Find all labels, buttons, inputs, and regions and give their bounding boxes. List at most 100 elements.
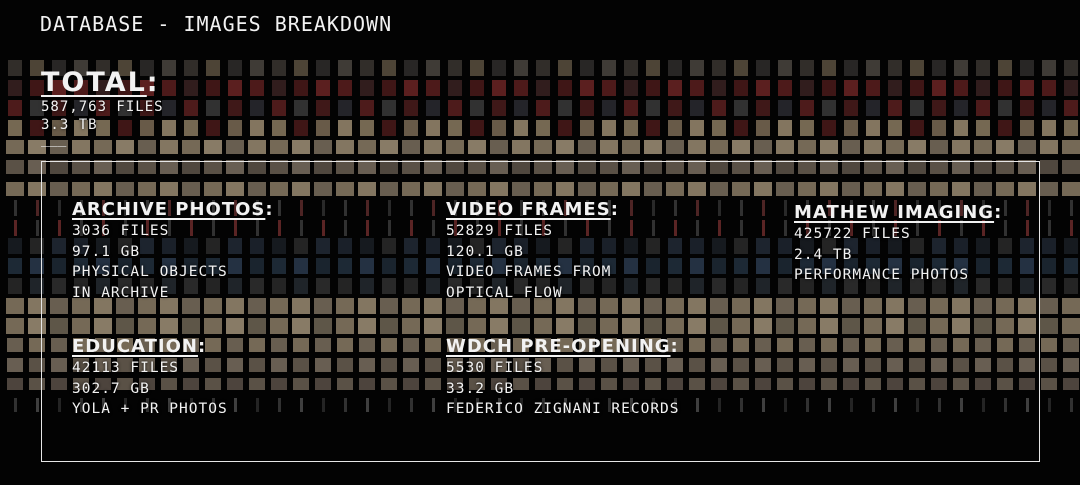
thumbnail-tile bbox=[206, 278, 220, 294]
thumbnail-tile bbox=[1018, 182, 1036, 196]
thumbnail-tile bbox=[585, 220, 589, 236]
thumbnail-tile bbox=[228, 258, 242, 274]
thumbnail-tile bbox=[622, 318, 640, 334]
thumbnail-tile bbox=[145, 398, 149, 412]
thumbnail-tile bbox=[314, 182, 332, 196]
thumbnail-tile bbox=[387, 220, 391, 236]
thumbnail-tile bbox=[644, 140, 662, 154]
thumbnail-tile bbox=[666, 140, 684, 154]
thumbnail-tile bbox=[1062, 182, 1080, 196]
thumbnail-tile bbox=[1042, 120, 1056, 136]
thumbnail-tile bbox=[228, 120, 242, 136]
thumbnail-tile bbox=[711, 358, 727, 372]
thumbnail-tile bbox=[624, 120, 638, 136]
thumbnail-tile bbox=[996, 140, 1014, 154]
thumbnail-tile bbox=[886, 318, 904, 334]
thumbnail-tile bbox=[50, 318, 68, 334]
thumbnail-tile bbox=[123, 200, 127, 216]
thumbnail-tile bbox=[469, 378, 485, 390]
thumbnail-tile bbox=[756, 238, 770, 254]
thumbnail-tile bbox=[96, 80, 110, 96]
thumbnail-tile bbox=[536, 238, 550, 254]
thumbnail-tile bbox=[866, 278, 880, 294]
thumbnail-tile bbox=[321, 200, 325, 216]
thumbnail-tile bbox=[668, 60, 682, 76]
thumbnail-tile bbox=[72, 318, 90, 334]
thumbnail-tile bbox=[1069, 398, 1073, 412]
thumbnail-tile bbox=[739, 200, 743, 216]
thumbnail-tile bbox=[888, 278, 902, 294]
thumbnail-tile bbox=[74, 60, 88, 76]
thumbnail-tile bbox=[666, 318, 684, 334]
thumbnail-tile bbox=[272, 278, 286, 294]
thumbnail-tile bbox=[800, 100, 814, 116]
thumbnail-tile bbox=[7, 358, 23, 372]
thumbnail-tile bbox=[717, 220, 721, 236]
thumbnail-tile bbox=[1042, 278, 1056, 294]
thumbnail-tile bbox=[359, 358, 375, 372]
thumbnail-tile bbox=[909, 378, 925, 390]
thumbnail-tile bbox=[183, 338, 199, 352]
thumbnail-tile bbox=[690, 80, 704, 96]
thumbnail-tile bbox=[123, 220, 127, 236]
thumbnail-tile bbox=[975, 378, 991, 390]
thumbnail-tile bbox=[777, 358, 793, 372]
thumbnail-tile bbox=[475, 220, 479, 236]
thumbnail-tile bbox=[382, 120, 396, 136]
thumbnail-tile bbox=[250, 278, 264, 294]
thumbnail-tile bbox=[536, 120, 550, 136]
thumbnail-tile bbox=[336, 318, 354, 334]
thumbnail-tile bbox=[52, 238, 66, 254]
thumbnail-tile bbox=[79, 200, 83, 216]
thumbnail-tile bbox=[580, 120, 594, 136]
thumbnail-tile bbox=[272, 258, 286, 274]
thumbnail-tile bbox=[138, 182, 156, 196]
thumbnail-tile bbox=[382, 100, 396, 116]
category-size: 97.1 GB bbox=[72, 243, 141, 260]
thumbnail-tile bbox=[360, 120, 374, 136]
thumbnail-tile bbox=[602, 238, 616, 254]
thumbnail-tile bbox=[117, 358, 133, 372]
thumbnail-tile bbox=[1040, 182, 1058, 196]
thumbnail-tile bbox=[622, 298, 640, 314]
thumbnail-tile bbox=[72, 298, 90, 314]
thumbnail-tile bbox=[446, 140, 464, 154]
total-files: 587,763 FILES bbox=[41, 99, 164, 115]
thumbnail-tile bbox=[404, 120, 418, 136]
thumbnail-tile bbox=[270, 160, 288, 174]
thumbnail-tile bbox=[865, 338, 881, 352]
thumbnail-tile bbox=[118, 100, 132, 116]
thumbnail-tile bbox=[255, 200, 259, 216]
thumbnail-tile bbox=[1064, 278, 1078, 294]
thumbnail-tile bbox=[629, 398, 633, 412]
thumbnail-tile bbox=[514, 100, 528, 116]
thumbnail-tile bbox=[206, 80, 220, 96]
thumbnail-tile bbox=[1040, 160, 1058, 174]
thumbnail-tile bbox=[822, 100, 836, 116]
thumbnail-tile bbox=[6, 160, 24, 174]
thumbnail-tile bbox=[822, 278, 836, 294]
thumbnail-tile bbox=[778, 258, 792, 274]
thumbnail-tile bbox=[756, 120, 770, 136]
thumbnail-tile bbox=[557, 338, 573, 352]
thumbnail-tile bbox=[910, 278, 924, 294]
thumbnail-tile bbox=[96, 60, 110, 76]
thumbnail-tile bbox=[52, 120, 66, 136]
thumbnail-tile bbox=[409, 220, 413, 236]
thumbnail-tile bbox=[778, 120, 792, 136]
thumbnail-tile bbox=[292, 182, 310, 196]
thumbnail-tile bbox=[930, 140, 948, 154]
thumbnail-tile bbox=[909, 358, 925, 372]
thumbnail-tile bbox=[470, 100, 484, 116]
thumbnail-tile bbox=[645, 338, 661, 352]
thumbnail-tile bbox=[101, 200, 105, 216]
category-desc: PERFORMANCE PHOTOS bbox=[794, 267, 970, 283]
thumbnail-tile bbox=[645, 358, 661, 372]
thumbnail-tile bbox=[541, 200, 545, 216]
thumbnail-tile bbox=[338, 100, 352, 116]
thumbnail-tile bbox=[1041, 358, 1057, 372]
thumbnail-tile bbox=[382, 80, 396, 96]
thumbnail-tile bbox=[161, 378, 177, 390]
thumbnail-tile bbox=[431, 200, 435, 216]
thumbnail-tile bbox=[711, 338, 727, 352]
